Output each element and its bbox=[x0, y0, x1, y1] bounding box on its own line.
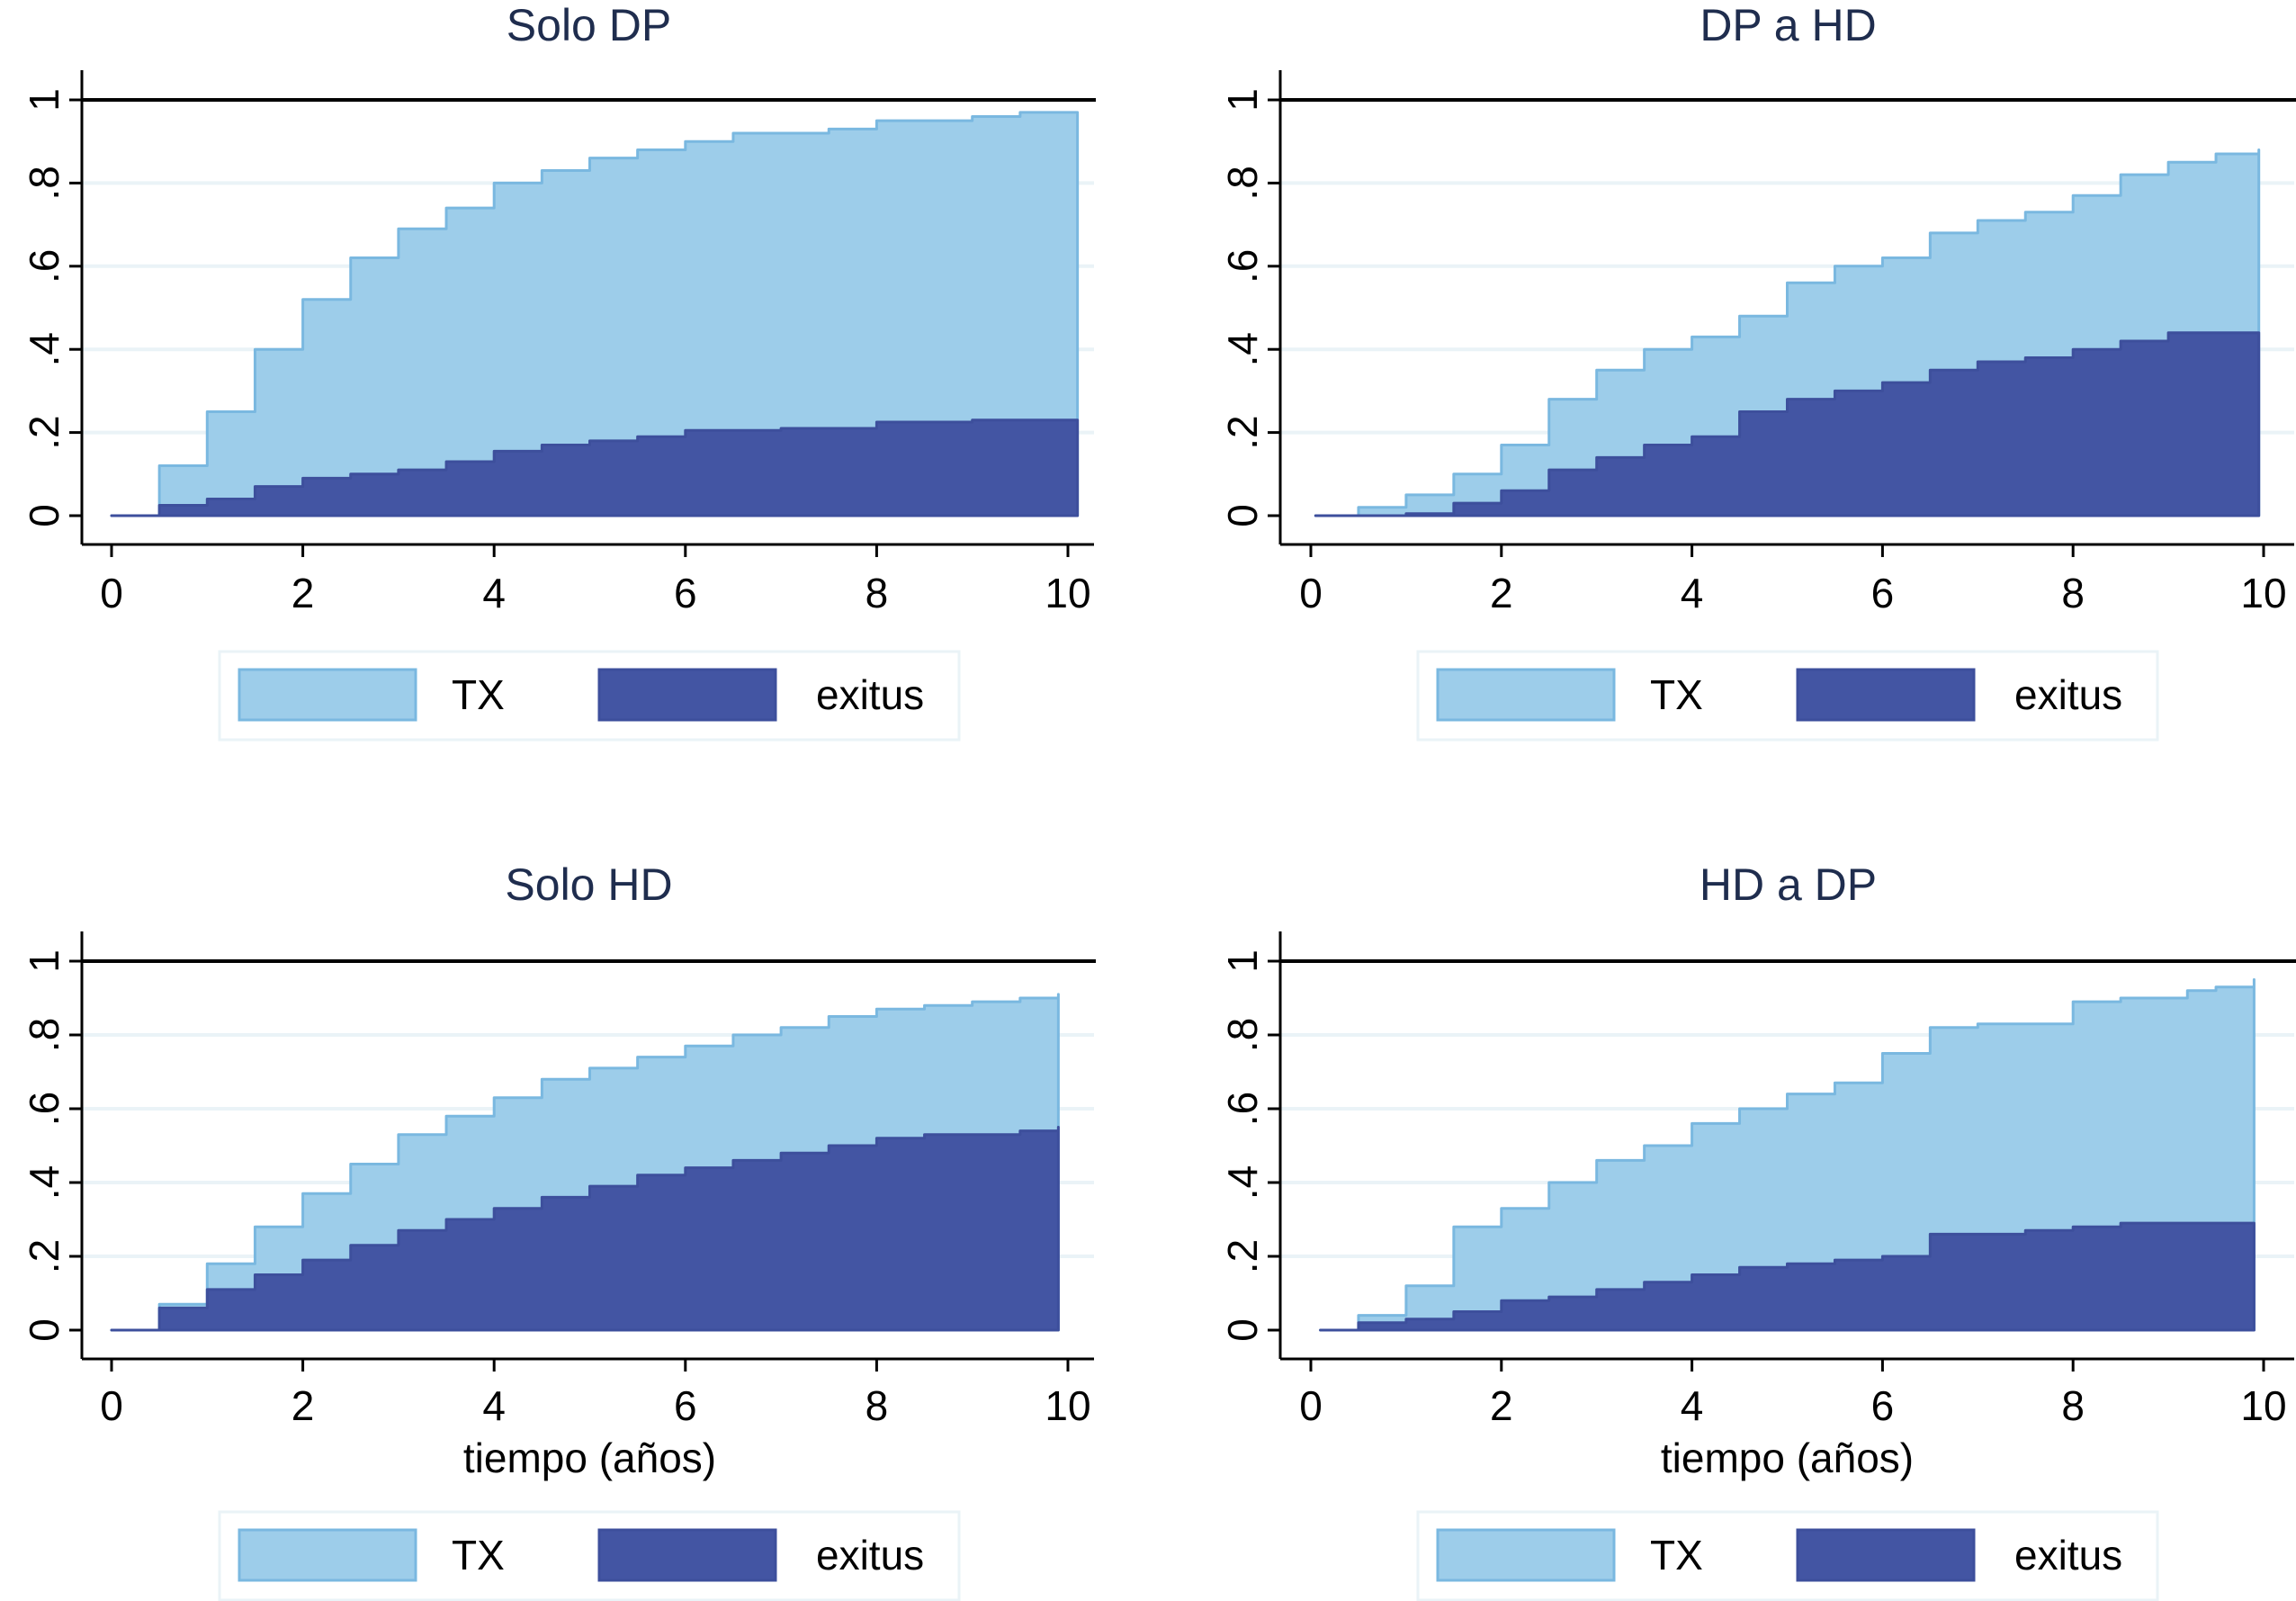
area-exitus bbox=[110, 418, 1080, 517]
y-tick-label: 1 bbox=[1219, 88, 1266, 112]
x-tick-label: 2 bbox=[1490, 570, 1513, 616]
x-tick-label: 0 bbox=[1299, 1382, 1323, 1429]
x-tick-label: 4 bbox=[1681, 570, 1704, 616]
legend-swatch-exitus bbox=[597, 1528, 777, 1582]
y-tick-label: 0 bbox=[1219, 504, 1266, 527]
legend: TX exitus bbox=[218, 650, 961, 742]
x-axis-label: tiempo (años) bbox=[463, 1435, 716, 1481]
legend-label-tx: TX bbox=[1650, 1532, 1703, 1579]
area-tx bbox=[110, 111, 1080, 517]
y-tick-label: .6 bbox=[21, 1092, 67, 1126]
legend-label-exitus: exitus bbox=[2014, 1532, 2122, 1579]
y-tick-label: .8 bbox=[1219, 166, 1266, 200]
x-tick-label: 8 bbox=[2061, 1382, 2085, 1429]
y-tick-label: .2 bbox=[21, 415, 67, 449]
x-tick-label: 0 bbox=[100, 570, 123, 616]
legend-box bbox=[218, 1510, 961, 1601]
legend-swatch-tx bbox=[1436, 668, 1616, 722]
legend: TX exitus bbox=[1416, 650, 2159, 742]
y-tick-label: 0 bbox=[21, 1318, 67, 1342]
y-tick-label: .4 bbox=[1219, 332, 1266, 366]
y-tick-label: .2 bbox=[1219, 415, 1266, 449]
x-tick-label: 4 bbox=[1681, 1382, 1704, 1429]
x-tick-label: 4 bbox=[482, 1382, 506, 1429]
chart-title: Solo HD bbox=[505, 859, 672, 910]
legend-label-exitus: exitus bbox=[816, 1532, 924, 1579]
legend-swatch-tx bbox=[238, 1528, 417, 1582]
legend-label-exitus: exitus bbox=[2014, 671, 2122, 718]
area-exitus bbox=[110, 1126, 1060, 1332]
x-tick-label: 10 bbox=[2240, 1382, 2286, 1429]
y-tick-label: .8 bbox=[1219, 1018, 1266, 1052]
chart-title: Solo DP bbox=[507, 0, 671, 50]
x-tick-label: 6 bbox=[1871, 1382, 1895, 1429]
x-tick-label: 2 bbox=[1490, 1382, 1513, 1429]
legend-swatch-tx bbox=[1436, 1528, 1616, 1582]
y-tick-label: .4 bbox=[21, 1165, 67, 1200]
y-tick-label: .8 bbox=[21, 1018, 67, 1052]
x-tick-label: 2 bbox=[291, 570, 315, 616]
x-tick-label: 6 bbox=[674, 570, 697, 616]
legend-swatch-tx bbox=[238, 668, 417, 722]
x-tick-label: 0 bbox=[1299, 570, 1323, 616]
y-tick-label: 1 bbox=[21, 949, 67, 973]
y-tick-label: .2 bbox=[21, 1239, 67, 1273]
legend: TX exitus bbox=[218, 1510, 961, 1601]
x-tick-label: 6 bbox=[674, 1382, 697, 1429]
y-tick-label: .6 bbox=[1219, 1092, 1266, 1126]
legend-swatch-exitus bbox=[1796, 668, 1976, 722]
legend-label-tx: TX bbox=[452, 1532, 505, 1579]
x-tick-label: 8 bbox=[865, 570, 889, 616]
y-tick-label: 1 bbox=[21, 88, 67, 112]
y-tick-label: 0 bbox=[1219, 1318, 1266, 1342]
y-tick-label: .4 bbox=[21, 332, 67, 366]
legend-label-exitus: exitus bbox=[816, 671, 924, 718]
y-tick-label: 0 bbox=[21, 504, 67, 527]
chart-title: DP a HD bbox=[1700, 0, 1876, 50]
y-tick-label: .4 bbox=[1219, 1165, 1266, 1200]
x-axis-label: tiempo (años) bbox=[1661, 1435, 1914, 1481]
y-tick-label: .2 bbox=[1219, 1239, 1266, 1273]
y-tick-label: .6 bbox=[21, 249, 67, 283]
x-tick-label: 4 bbox=[482, 570, 506, 616]
legend-swatch-exitus bbox=[1796, 1528, 1976, 1582]
x-tick-label: 0 bbox=[100, 1382, 123, 1429]
legend-label-tx: TX bbox=[1650, 671, 1703, 718]
x-tick-label: 10 bbox=[1045, 1382, 1090, 1429]
y-tick-label: 1 bbox=[1219, 949, 1266, 973]
x-tick-label: 8 bbox=[2061, 570, 2085, 616]
x-tick-label: 8 bbox=[865, 1382, 889, 1429]
legend-swatch-exitus bbox=[597, 668, 777, 722]
x-tick-label: 10 bbox=[1045, 570, 1090, 616]
area-exitus bbox=[1314, 331, 2261, 517]
chart-title: HD a DP bbox=[1700, 859, 1877, 910]
area-exitus bbox=[1319, 1221, 2256, 1332]
x-tick-label: 6 bbox=[1871, 570, 1895, 616]
x-tick-label: 2 bbox=[291, 1382, 315, 1429]
legend-label-tx: TX bbox=[452, 671, 505, 718]
y-tick-label: .8 bbox=[21, 166, 67, 200]
y-tick-label: .6 bbox=[1219, 249, 1266, 283]
legend: TX exitus bbox=[1416, 1510, 2159, 1601]
x-tick-label: 10 bbox=[2240, 570, 2286, 616]
